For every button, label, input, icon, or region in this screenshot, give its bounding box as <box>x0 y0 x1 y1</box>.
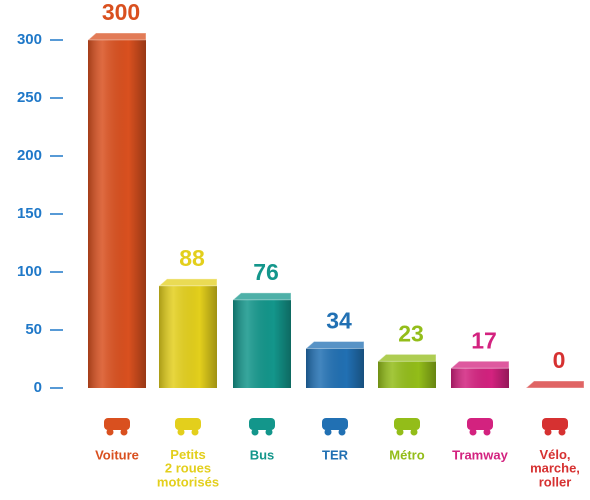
value-label: 17 <box>471 327 497 353</box>
bar-shade <box>159 285 217 388</box>
y-tick-label: 150 <box>17 205 42 222</box>
x-tick-label: Métro <box>389 447 424 462</box>
y-tick-label: 300 <box>17 31 42 48</box>
icon-wheel <box>483 428 491 436</box>
value-label: 76 <box>253 259 279 285</box>
icon <box>322 418 348 430</box>
value-label: 34 <box>326 308 352 334</box>
y-tick-label: 50 <box>25 321 42 338</box>
bar-shade <box>451 368 509 388</box>
icon-wheel <box>396 428 404 436</box>
icon-wheel <box>544 428 552 436</box>
value-label: 88 <box>179 245 205 271</box>
x-tick-label: Voiture <box>95 447 139 462</box>
value-label: 0 <box>553 347 566 373</box>
x-tick-label: TER <box>322 447 349 462</box>
bar-top <box>157 278 218 287</box>
icon <box>542 418 568 430</box>
icon <box>104 418 130 430</box>
y-tick-label: 0 <box>34 379 42 396</box>
icon-wheel <box>469 428 477 436</box>
bar-top <box>231 292 292 301</box>
icon-wheel <box>324 428 332 436</box>
icon-wheel <box>338 428 346 436</box>
bar-top <box>376 353 437 362</box>
value-label: 300 <box>102 0 140 25</box>
bar-shade <box>88 40 146 388</box>
icon-wheel <box>120 428 128 436</box>
y-tick-label: 250 <box>17 89 42 106</box>
bar-top <box>449 360 510 369</box>
icon-wheel <box>251 428 259 436</box>
bar-shade <box>233 299 291 388</box>
y-tick-label: 200 <box>17 147 42 164</box>
y-tick-label: 100 <box>17 263 42 280</box>
bar-shade <box>378 361 436 388</box>
bar-top <box>524 380 585 389</box>
bar-shade <box>306 348 364 388</box>
icon-wheel <box>191 428 199 436</box>
icon <box>394 418 420 430</box>
x-tick-label: Bus <box>250 447 275 462</box>
x-tick-label: Petits 2 roues motorisés <box>157 447 219 489</box>
x-tick-label: Vélo, marche, roller <box>530 447 580 489</box>
bar-top <box>304 341 365 350</box>
icon <box>175 418 201 430</box>
bar-top <box>86 32 147 41</box>
icon-wheel <box>410 428 418 436</box>
icon-wheel <box>106 428 114 436</box>
icon <box>249 418 275 430</box>
icon-wheel <box>265 428 273 436</box>
x-tick-label: Tramway <box>452 447 508 462</box>
value-label: 23 <box>398 320 424 346</box>
icon <box>467 418 493 430</box>
icon-wheel <box>558 428 566 436</box>
icon-wheel <box>177 428 185 436</box>
